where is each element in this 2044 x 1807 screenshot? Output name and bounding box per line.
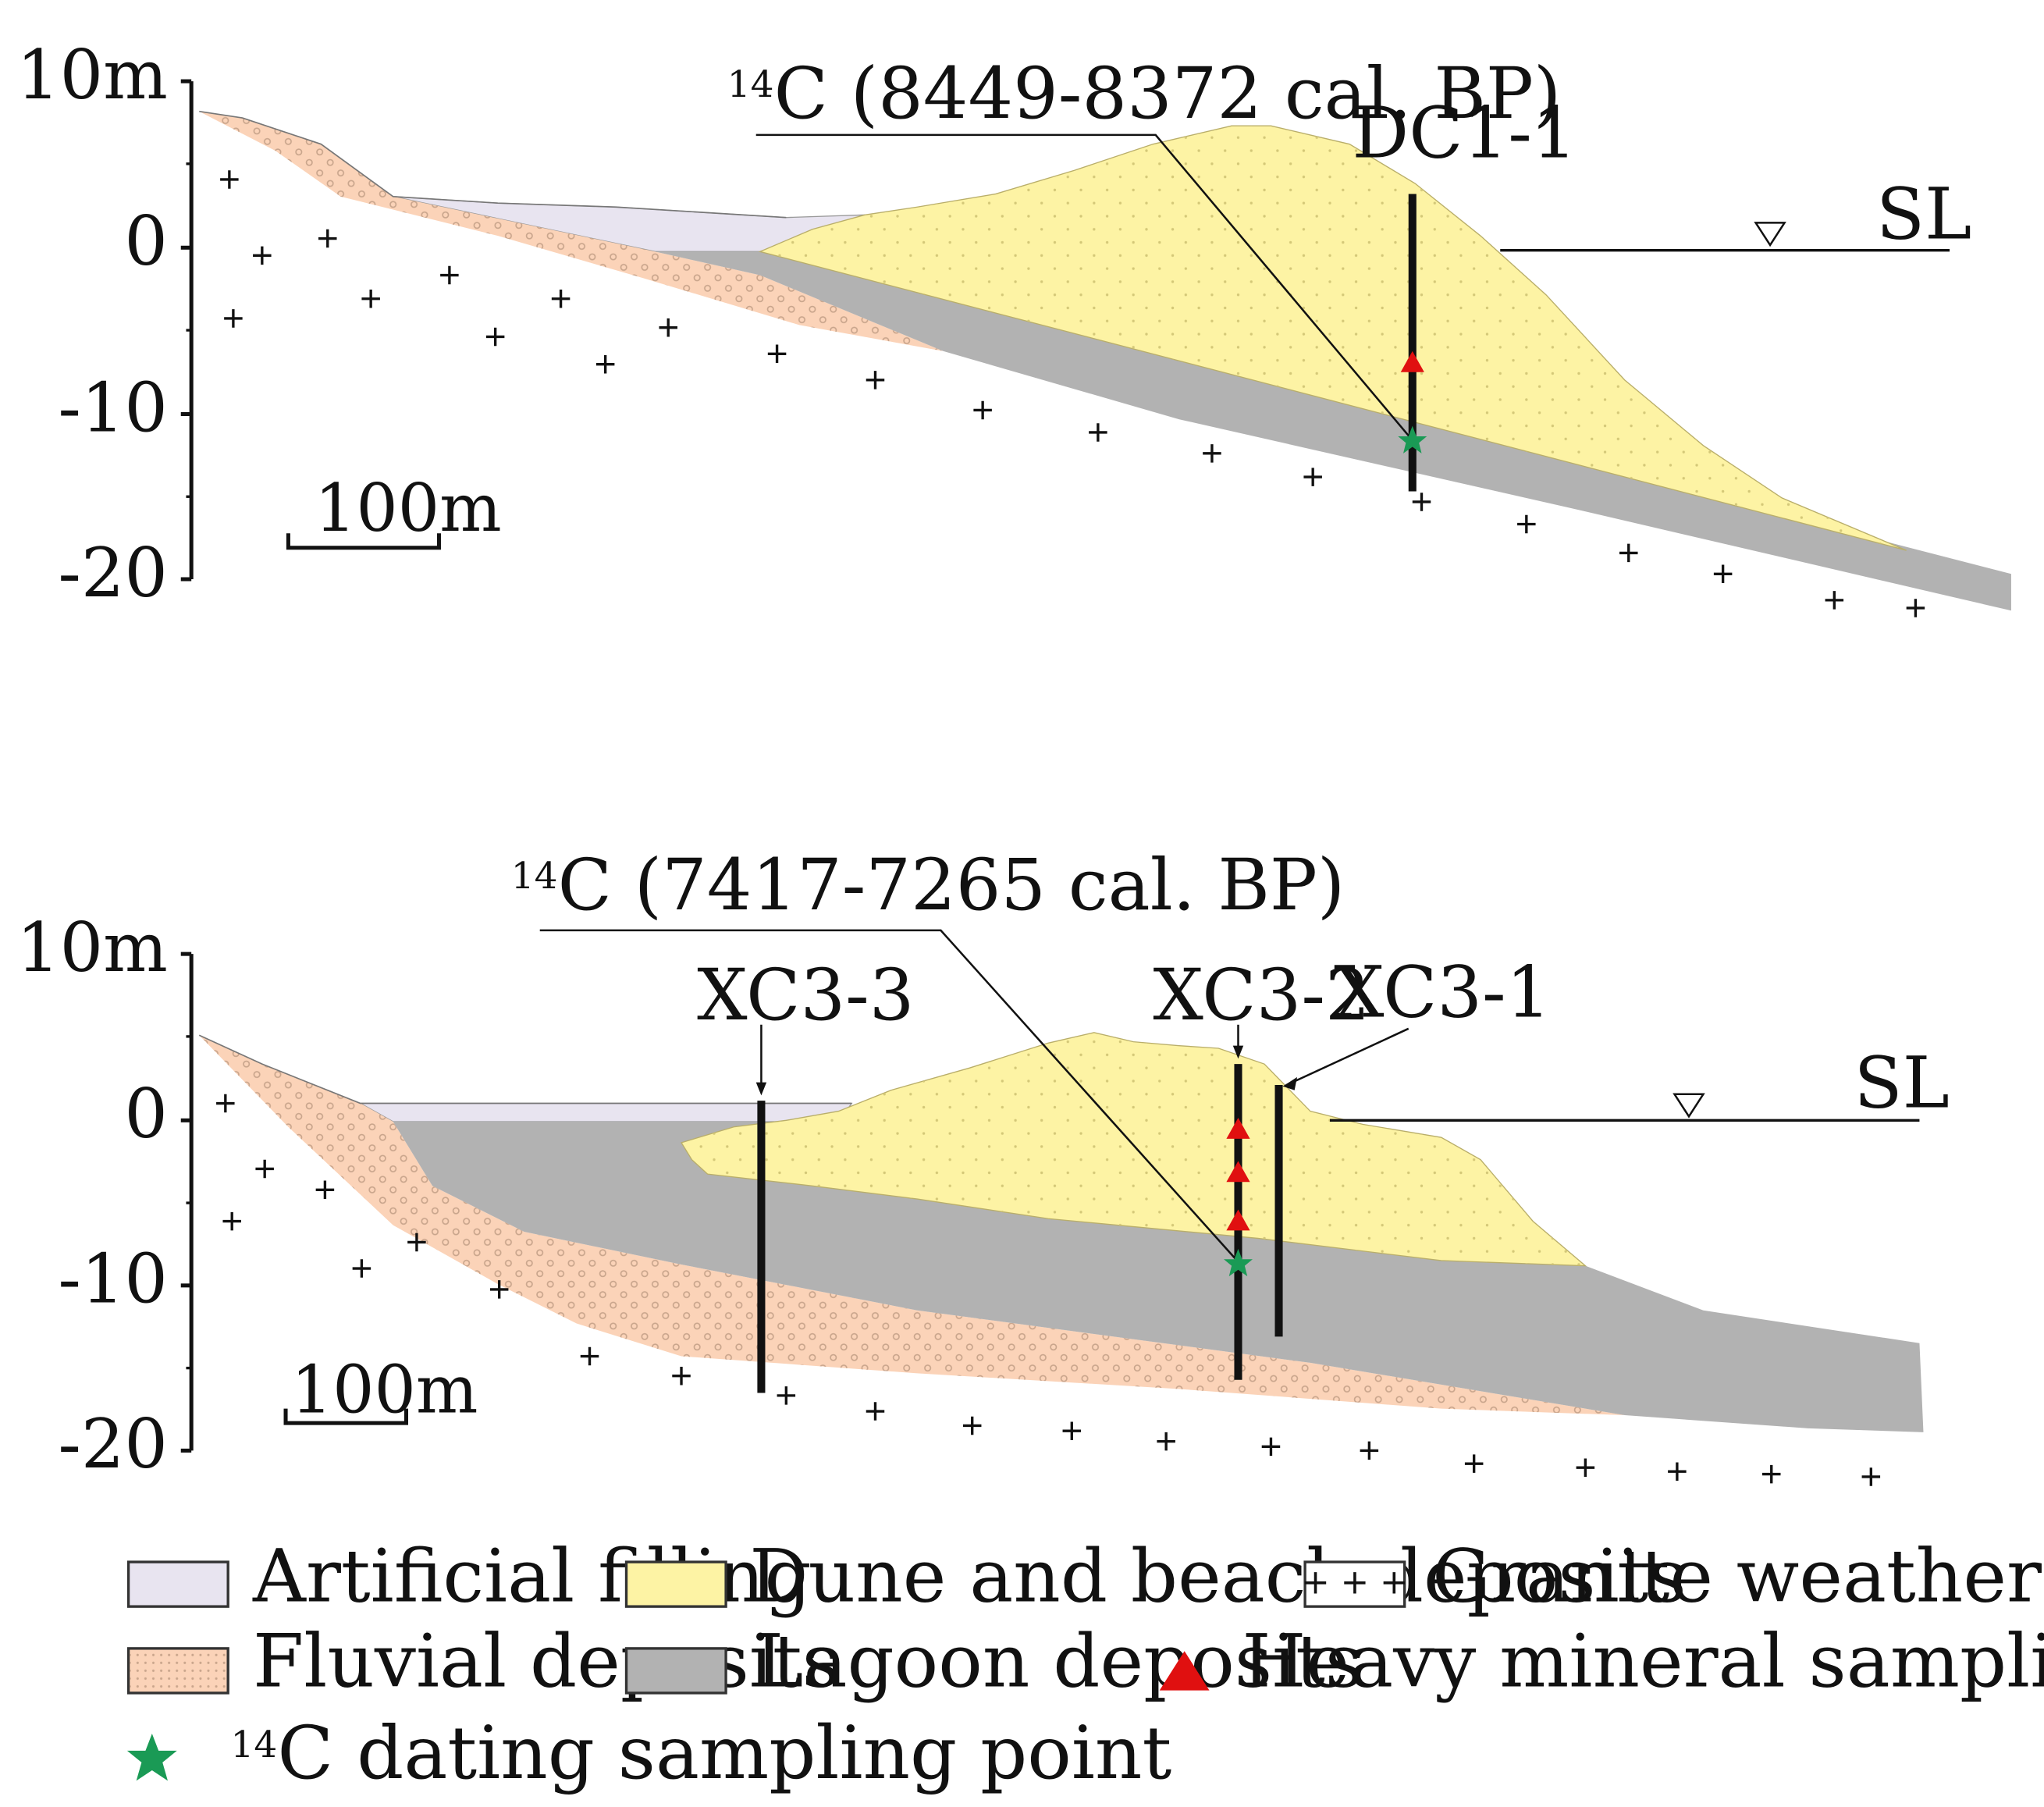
bottom-axis-tick-neg10: -10 xyxy=(58,1240,168,1319)
granite-cross xyxy=(440,265,459,285)
legend-swatch-lagoon xyxy=(624,1647,727,1695)
bottom-scale-bar: 100m xyxy=(283,1352,478,1428)
legend-label-lagoon: Lagoon deposits xyxy=(755,1620,1363,1705)
granite-cross xyxy=(1062,1421,1082,1440)
granite-cross xyxy=(1713,564,1733,584)
top-granite-crosses xyxy=(220,170,1925,617)
legend-granite-symbol: + + + xyxy=(1301,1562,1408,1602)
bottom-heavy-mineral-marker-3 xyxy=(1226,1209,1250,1231)
top-axis-tick-neg10: -10 xyxy=(58,368,168,447)
legend-c14-icon xyxy=(126,1733,177,1781)
legend-label-dune-beach: Dune and beach deposits xyxy=(749,1534,1686,1619)
bottom-sea-level-icon xyxy=(1673,1093,1705,1119)
granite-cross xyxy=(315,1180,335,1200)
top-sea-level-icon xyxy=(1754,222,1786,247)
bottom-heavy-mineral-marker-1 xyxy=(1226,1117,1250,1139)
granite-cross xyxy=(1360,1441,1379,1460)
granite-cross xyxy=(672,1366,691,1385)
legend-label-heavy-mineral: Heavy mineral sampling point xyxy=(1242,1620,2044,1705)
granite-cross xyxy=(580,1346,599,1366)
granite-cross xyxy=(352,1259,371,1278)
granite-cross xyxy=(1157,1432,1175,1451)
legend-label-fluvial: Fluvial deposits xyxy=(253,1620,840,1705)
bottom-artificial-filling xyxy=(358,1102,853,1122)
bottom-sea-level-label: SL xyxy=(1854,1043,1950,1125)
granite-cross xyxy=(1825,591,1844,610)
top-axis-tick-0: 0 xyxy=(124,201,168,281)
top-axis-tick-10m: 10m xyxy=(16,35,168,115)
granite-cross xyxy=(1089,423,1107,442)
top-section: SL DC1-1 14C (8449-8372 cal. BP) 10m 0 -… xyxy=(16,35,2011,617)
bottom-c14-marker xyxy=(1224,1248,1253,1277)
bottom-lagoon-deposits xyxy=(393,1122,1924,1432)
top-lagoon-deposits xyxy=(655,251,2011,611)
bottom-borehole-label-xc3-1: XC3-1 xyxy=(1334,952,1551,1034)
top-sea-level-label: SL xyxy=(1876,174,1971,256)
granite-cross xyxy=(1861,1467,1881,1486)
granite-cross xyxy=(551,290,571,308)
legend-swatch-artificial-filling xyxy=(126,1560,229,1608)
top-scale-bar-label: 100m xyxy=(315,470,502,546)
granite-cross xyxy=(1303,468,1322,486)
granite-cross xyxy=(1203,444,1221,463)
granite-cross xyxy=(216,1094,235,1113)
granite-cross xyxy=(767,344,787,364)
top-axis: 10m 0 -10 -20 xyxy=(16,35,194,613)
granite-cross xyxy=(866,1402,885,1421)
top-borehole-label: DC1-1 xyxy=(1353,92,1577,174)
granite-cross xyxy=(962,1416,982,1435)
granite-cross xyxy=(1906,599,1925,617)
bottom-date-label: 14C (7417-7265 cal. BP) xyxy=(511,845,1345,927)
granite-cross xyxy=(1619,543,1638,563)
granite-cross xyxy=(224,309,243,328)
bottom-axis-tick-0: 0 xyxy=(124,1074,168,1154)
bottom-borehole-label-xc3-3: XC3-3 xyxy=(697,955,914,1037)
legend-label-granite: Granite weathering crust xyxy=(1432,1534,2044,1619)
granite-cross xyxy=(489,1280,509,1299)
legend-label-artificial-filling: Artificial filling xyxy=(252,1534,812,1619)
granite-cross xyxy=(1412,493,1431,511)
granite-cross xyxy=(253,246,272,265)
granite-cross xyxy=(595,354,615,374)
top-heavy-mineral-marker xyxy=(1400,350,1424,372)
bottom-date-leader xyxy=(539,929,1239,1263)
bottom-axis-tick-10m: 10m xyxy=(16,908,168,987)
granite-cross xyxy=(361,290,380,308)
granite-cross xyxy=(255,1159,274,1179)
top-date-label: 14C (8449-8372 cal. BP) xyxy=(727,53,1561,135)
bottom-borehole-label-xc3-2: XC3-2 xyxy=(1153,955,1370,1037)
granite-cross xyxy=(659,318,677,337)
granite-cross xyxy=(1464,1454,1484,1473)
legend-swatch-granite xyxy=(1303,1560,1406,1608)
legend-heavy-mineral-icon xyxy=(1159,1651,1210,1691)
granite-cross xyxy=(222,1211,241,1231)
granite-cross xyxy=(777,1386,796,1405)
bottom-heavy-mineral-marker-2 xyxy=(1226,1161,1250,1183)
bottom-section: SL XC3-3 XC3-2 XC3-1 14C (7417-7265 cal.… xyxy=(16,845,1950,1486)
bottom-axis-tick-neg20: -20 xyxy=(58,1404,168,1484)
granite-cross xyxy=(485,327,505,347)
legend: Artificial filling Dune and beach deposi… xyxy=(126,1534,2044,1796)
top-scale-bar: 100m xyxy=(286,470,502,550)
granite-cross xyxy=(1668,1462,1687,1481)
bottom-granite-crosses xyxy=(216,1094,1881,1486)
granite-cross xyxy=(220,170,239,189)
granite-cross xyxy=(1761,1464,1781,1484)
bottom-scale-bar-label: 100m xyxy=(291,1352,478,1428)
granite-cross xyxy=(407,1233,426,1252)
bottom-axis: 10m 0 -10 -20 xyxy=(16,908,194,1484)
top-date-leader xyxy=(755,133,1413,441)
granite-cross xyxy=(318,229,337,248)
granite-cross xyxy=(973,400,992,420)
granite-cross xyxy=(1261,1437,1281,1457)
top-axis-tick-neg20: -20 xyxy=(58,533,168,613)
granite-cross xyxy=(1576,1458,1595,1477)
legend-swatch-dune-beach xyxy=(624,1560,727,1608)
legend-label-c14-dating: 14C dating sampling point xyxy=(231,1711,1172,1796)
granite-cross xyxy=(1517,514,1536,534)
top-c14-marker xyxy=(1398,425,1427,454)
granite-cross xyxy=(866,371,885,390)
